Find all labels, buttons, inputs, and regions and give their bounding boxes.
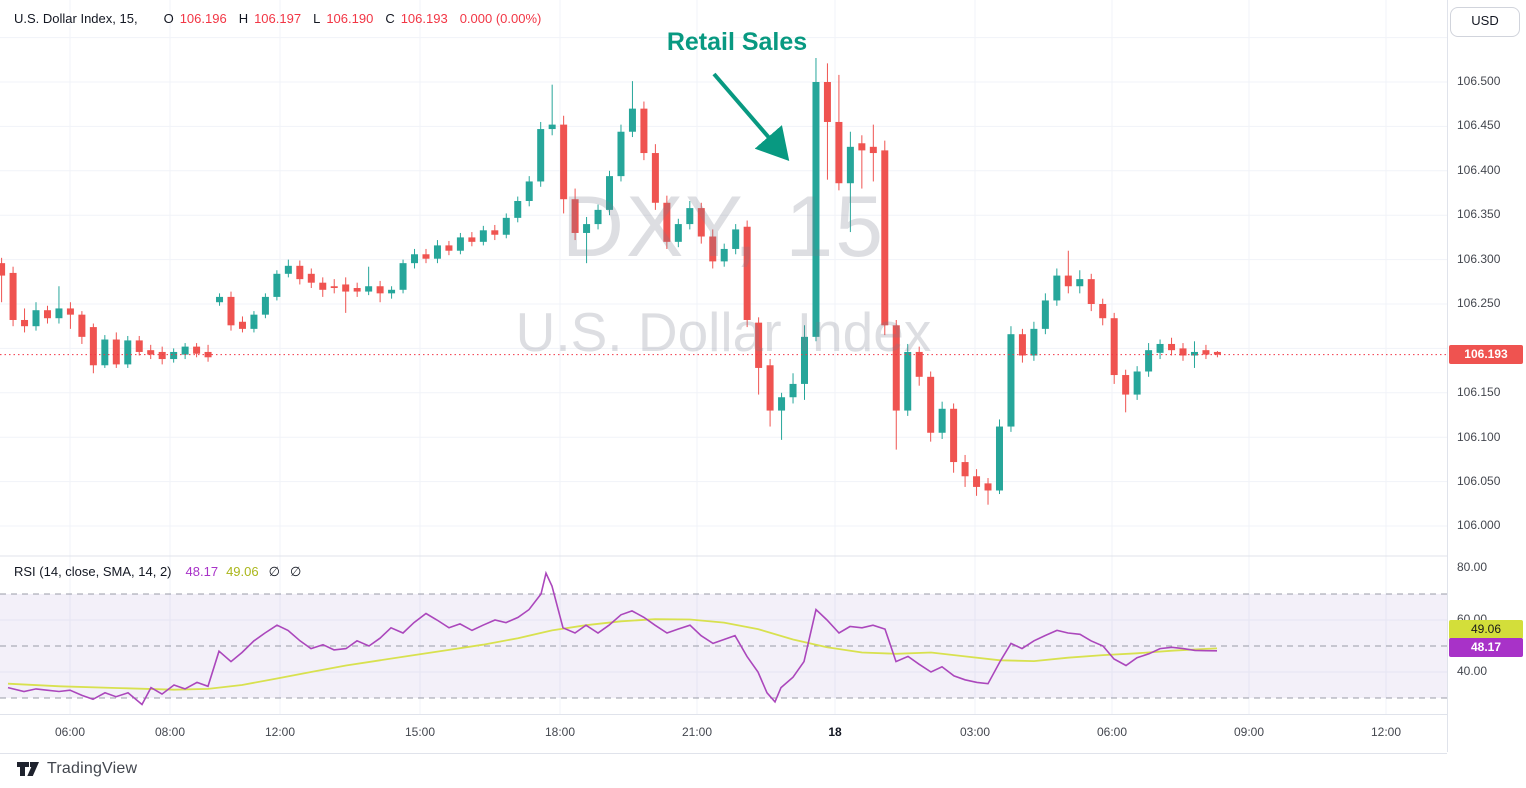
rsi-band (0, 593, 1447, 699)
close-value: 106.193 (400, 11, 448, 26)
rsi-sma-value: 49.06 (226, 564, 259, 579)
time-axis-label: 06:00 (1096, 725, 1128, 739)
time-axis-label: 18:00 (544, 725, 576, 739)
time-axis-label: 18 (828, 725, 842, 739)
time-axis[interactable]: 06:00 08:00 12:00 15:00 18:00 21:00 18 03:00 06:… (0, 714, 1447, 754)
low-label: L (313, 11, 321, 26)
open-label: O (163, 11, 174, 26)
ohlc-values: O 106.196 H 106.197 L 106.190 C 106.193 0.000 (0… (164, 11, 548, 26)
close-label: C (385, 11, 395, 26)
rsi-sma-line (7, 618, 1218, 691)
high-label: H (238, 11, 249, 26)
price-axis[interactable]: 106.500 106.450 106.400 106.350 106.300 106.2… (1447, 0, 1526, 752)
rsi-value: 48.17 (185, 564, 219, 579)
rsi-legend: RSI (14, close, SMA, 14, 2) 48.17 49.06 ∅ ∅ (14, 564, 301, 580)
time-axis-label: 12:00 (264, 725, 296, 739)
change-value: 0.000 (0.00%) (459, 11, 542, 26)
time-axis-label: 12:00 (1370, 725, 1402, 739)
tradingview-logo-icon (17, 762, 39, 776)
rsi-line (7, 570, 1218, 706)
symbol-legend: U.S. Dollar Index, 15, O 106.196 H 106.197 L 1… (14, 11, 547, 26)
rsi-axis-label: 40.00 (1457, 664, 1488, 678)
rsi-empty-value-1: ∅ (268, 564, 280, 579)
price-axis-label: 106.400 (1457, 163, 1501, 177)
time-axis-label: 08:00 (154, 725, 186, 739)
symbol-title[interactable]: U.S. Dollar Index, 15, (14, 11, 138, 26)
price-axis-label: 106.050 (1457, 474, 1501, 488)
open-value: 106.196 (179, 11, 227, 26)
chart-canvas[interactable] (0, 0, 1526, 752)
time-axis-label: 03:00 (959, 725, 991, 739)
time-axis-label: 09:00 (1233, 725, 1265, 739)
annotation-arrow[interactable] (712, 72, 790, 162)
currency-usd-button[interactable]: USD (1450, 7, 1520, 37)
current-price-badge: 106.193 (1449, 345, 1523, 364)
price-axis-label: 106.100 (1457, 430, 1501, 444)
price-axis-label: 106.150 (1457, 385, 1501, 399)
price-axis-label: 106.250 (1457, 296, 1501, 310)
rsi-axis-label: 80.00 (1457, 560, 1488, 574)
retail-sales-annotation[interactable]: Retail Sales (666, 28, 808, 56)
price-axis-label: 106.350 (1457, 207, 1501, 221)
candlestick-series[interactable] (0, 58, 1221, 505)
price-axis-label: 106.450 (1457, 118, 1501, 132)
rsi-empty-value-2: ∅ (289, 564, 302, 579)
low-value: 106.190 (326, 11, 374, 26)
time-axis-label: 06:00 (54, 725, 86, 739)
price-axis-label: 106.000 (1457, 518, 1501, 532)
price-axis-label: 106.500 (1457, 74, 1501, 88)
price-axis-label: 106.300 (1457, 252, 1501, 266)
rsi-indicator-title[interactable]: RSI (14, close, SMA, 14, 2) (14, 564, 172, 579)
tradingview-brand-text: TradingView (47, 760, 138, 777)
high-value: 106.197 (254, 11, 302, 26)
rsi-badge: 48.17 (1449, 638, 1523, 657)
time-axis-label: 21:00 (681, 725, 713, 739)
tradingview-logo[interactable]: TradingView (16, 759, 137, 779)
time-axis-label: 15:00 (404, 725, 436, 739)
rsi-sma-badge: 49.06 (1449, 620, 1523, 639)
